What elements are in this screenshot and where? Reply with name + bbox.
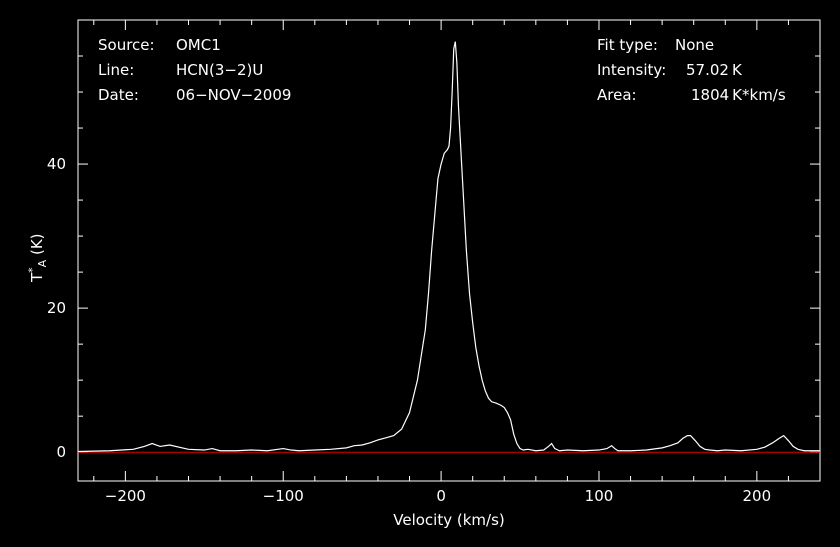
intensity-label: Intensity: xyxy=(597,61,667,79)
source-value: OMC1 xyxy=(176,36,221,54)
y-tick-label: 20 xyxy=(47,299,66,317)
plot-frame xyxy=(77,19,821,482)
y-tick-label: 0 xyxy=(56,443,66,461)
area-value: 1804 K*km/s xyxy=(691,86,786,104)
fit-type-label: Fit type: xyxy=(597,36,658,54)
y-axis-ticks: 0 20 40 xyxy=(47,55,820,461)
x-axis-ticks: −200 −100 0 100 200 xyxy=(93,20,821,505)
x-tick-label: −100 xyxy=(263,487,304,505)
x-tick-label: −200 xyxy=(105,487,146,505)
x-axis-label: Velocity (km/s) xyxy=(393,511,504,529)
date-label: Date: xyxy=(98,86,139,104)
spectrum-line xyxy=(77,41,820,453)
y-axis-label: T*A (K) xyxy=(26,233,49,282)
y-tick-label: 40 xyxy=(47,155,66,173)
area-label: Area: xyxy=(597,86,637,104)
line-label: Line: xyxy=(98,61,135,79)
x-tick-label: 0 xyxy=(436,487,446,505)
x-tick-label: 100 xyxy=(585,487,614,505)
y-axis-label-text: T*A (K) xyxy=(26,233,49,282)
fit-type-value: None xyxy=(675,36,715,54)
date-value: 06−NOV−2009 xyxy=(176,86,292,104)
x-tick-label: 200 xyxy=(743,487,772,505)
intensity-value: 57.02 K xyxy=(686,61,742,79)
line-value: HCN(3−2)U xyxy=(176,61,264,79)
source-label: Source: xyxy=(98,36,155,54)
